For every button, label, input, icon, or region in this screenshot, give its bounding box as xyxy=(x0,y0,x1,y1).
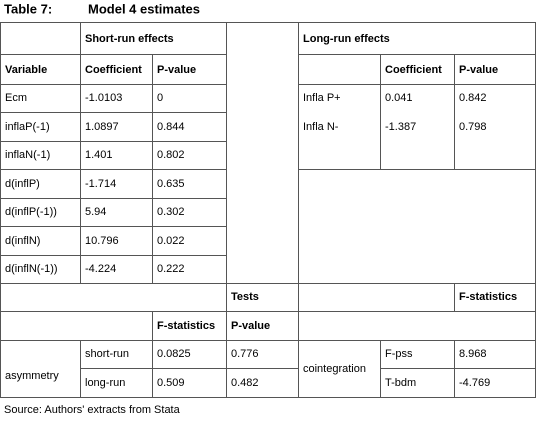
row-label: d(inflN(-1)) xyxy=(5,263,58,275)
row-label: d(inflP) xyxy=(5,178,40,190)
cell-value: 0.635 xyxy=(157,178,185,190)
cell-value: -1.387 xyxy=(385,121,416,133)
group-header: Short-run effects xyxy=(85,33,174,45)
cell-value: 0.842 xyxy=(459,92,487,104)
cell-value: 10.796 xyxy=(85,235,119,247)
cell-value: 0.844 xyxy=(157,121,185,133)
row-label: T-bdm xyxy=(385,377,416,389)
cell-value: 1.0897 xyxy=(85,121,119,133)
row-label: short-run xyxy=(85,348,129,360)
column-header: Variable xyxy=(5,64,47,76)
row-label: d(inflN) xyxy=(5,235,40,247)
cell-value: 0.0825 xyxy=(157,348,191,360)
column-header: F-statistics xyxy=(157,320,215,332)
source-note: Source: Authors' extracts from Stata xyxy=(4,404,181,416)
cell-value: 0.041 xyxy=(385,92,413,104)
cell-value: 0.776 xyxy=(231,348,259,360)
cell-value: -4.769 xyxy=(459,377,490,389)
column-header: P-value xyxy=(157,64,196,76)
row-label: cointegration xyxy=(303,363,366,375)
row-label: d(inflP(-1)) xyxy=(5,206,57,218)
table-grid xyxy=(0,22,536,398)
row-label: F-pss xyxy=(385,348,413,360)
row-label: inflaN(-1) xyxy=(5,149,50,161)
cell-value: 0.509 xyxy=(157,377,185,389)
cell-value: 0.222 xyxy=(157,263,185,275)
cell-value: 1.401 xyxy=(85,149,113,161)
section-header: F-statistics xyxy=(459,291,517,303)
cell-value: 8.968 xyxy=(459,348,487,360)
row-label: Infla N- xyxy=(303,121,339,133)
column-header: Coefficient xyxy=(85,64,142,76)
cell-value: 5.94 xyxy=(85,206,106,218)
cell-value: 0.482 xyxy=(231,377,259,389)
group-header: Long-run effects xyxy=(303,33,390,45)
column-header: P-value xyxy=(231,320,270,332)
column-header: P-value xyxy=(459,64,498,76)
cell-value: 0.802 xyxy=(157,149,185,161)
table-label: Table 7: xyxy=(4,1,52,16)
row-label: Infla P+ xyxy=(303,92,341,104)
row-label: long-run xyxy=(85,377,125,389)
cell-value: -1.714 xyxy=(85,178,116,190)
column-header: Coefficient xyxy=(385,64,442,76)
section-header: Tests xyxy=(231,291,259,303)
row-label: asymmetry xyxy=(5,370,59,382)
cell-value: -4.224 xyxy=(85,263,116,275)
row-label: inflaP(-1) xyxy=(5,121,50,133)
cell-value: 0.798 xyxy=(459,121,487,133)
cell-value: 0.022 xyxy=(157,235,185,247)
table-caption: Model 4 estimates xyxy=(88,1,200,16)
cell-value: 0 xyxy=(157,92,163,104)
row-label: Ecm xyxy=(5,92,27,104)
cell-value: -1.0103 xyxy=(85,92,122,104)
cell-value: 0.302 xyxy=(157,206,185,218)
